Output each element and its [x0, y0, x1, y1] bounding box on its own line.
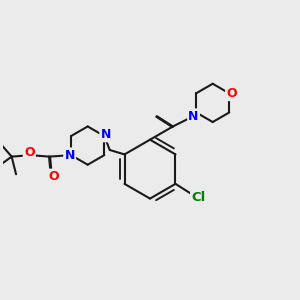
Text: O: O	[24, 146, 34, 159]
Text: O: O	[226, 87, 237, 100]
Text: N: N	[188, 110, 199, 123]
Text: N: N	[64, 149, 75, 162]
Text: N: N	[100, 128, 111, 141]
Text: Cl: Cl	[191, 191, 206, 204]
Text: O: O	[48, 170, 59, 183]
